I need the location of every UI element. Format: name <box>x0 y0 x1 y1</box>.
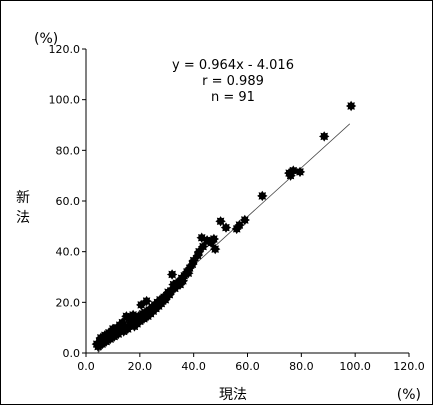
y-tick-label: 120.0 <box>49 43 81 56</box>
data-point <box>257 190 268 202</box>
y-tick-label: 60.0 <box>56 195 81 208</box>
x-axis-title: 現法 <box>219 387 247 403</box>
y-tick-label: 40.0 <box>56 246 81 259</box>
y-tick-label: 100.0 <box>49 94 81 107</box>
x-tick-label: 100.0 <box>339 360 371 373</box>
y-tick-label: 0.0 <box>63 347 81 360</box>
x-tick-label: 40.0 <box>181 360 206 373</box>
x-tick-label: 0.0 <box>77 360 95 373</box>
x-tick-label: 80.0 <box>289 360 314 373</box>
y-axis-title-char-1: 新 <box>16 190 30 206</box>
data-point <box>220 222 232 233</box>
x-tick-label: 60.0 <box>235 360 260 373</box>
data-point <box>91 338 102 350</box>
x-axis-unit: (%) <box>397 387 421 403</box>
data-point <box>210 243 221 255</box>
data-point <box>121 311 132 322</box>
data-point <box>166 269 178 280</box>
data-point <box>345 100 357 112</box>
y-axis-unit: (%) <box>34 31 58 47</box>
regression-equation: y = 0.964x - 4.016 <box>172 58 294 73</box>
data-point <box>215 216 226 227</box>
data-point <box>136 299 147 311</box>
sample-size: n = 91 <box>211 90 255 105</box>
data-point <box>196 232 207 243</box>
correlation-coefficient: r = 0.989 <box>202 74 264 89</box>
data-point <box>284 167 295 179</box>
data-point <box>319 131 330 142</box>
x-tick-label: 20.0 <box>128 360 153 373</box>
y-tick-label: 20.0 <box>56 296 81 309</box>
y-axis-title-char-2: 法 <box>16 210 30 226</box>
data-point <box>294 166 306 178</box>
x-tick-label: 120.0 <box>393 360 425 373</box>
data-point <box>231 223 242 235</box>
y-tick-label: 80.0 <box>56 144 81 157</box>
